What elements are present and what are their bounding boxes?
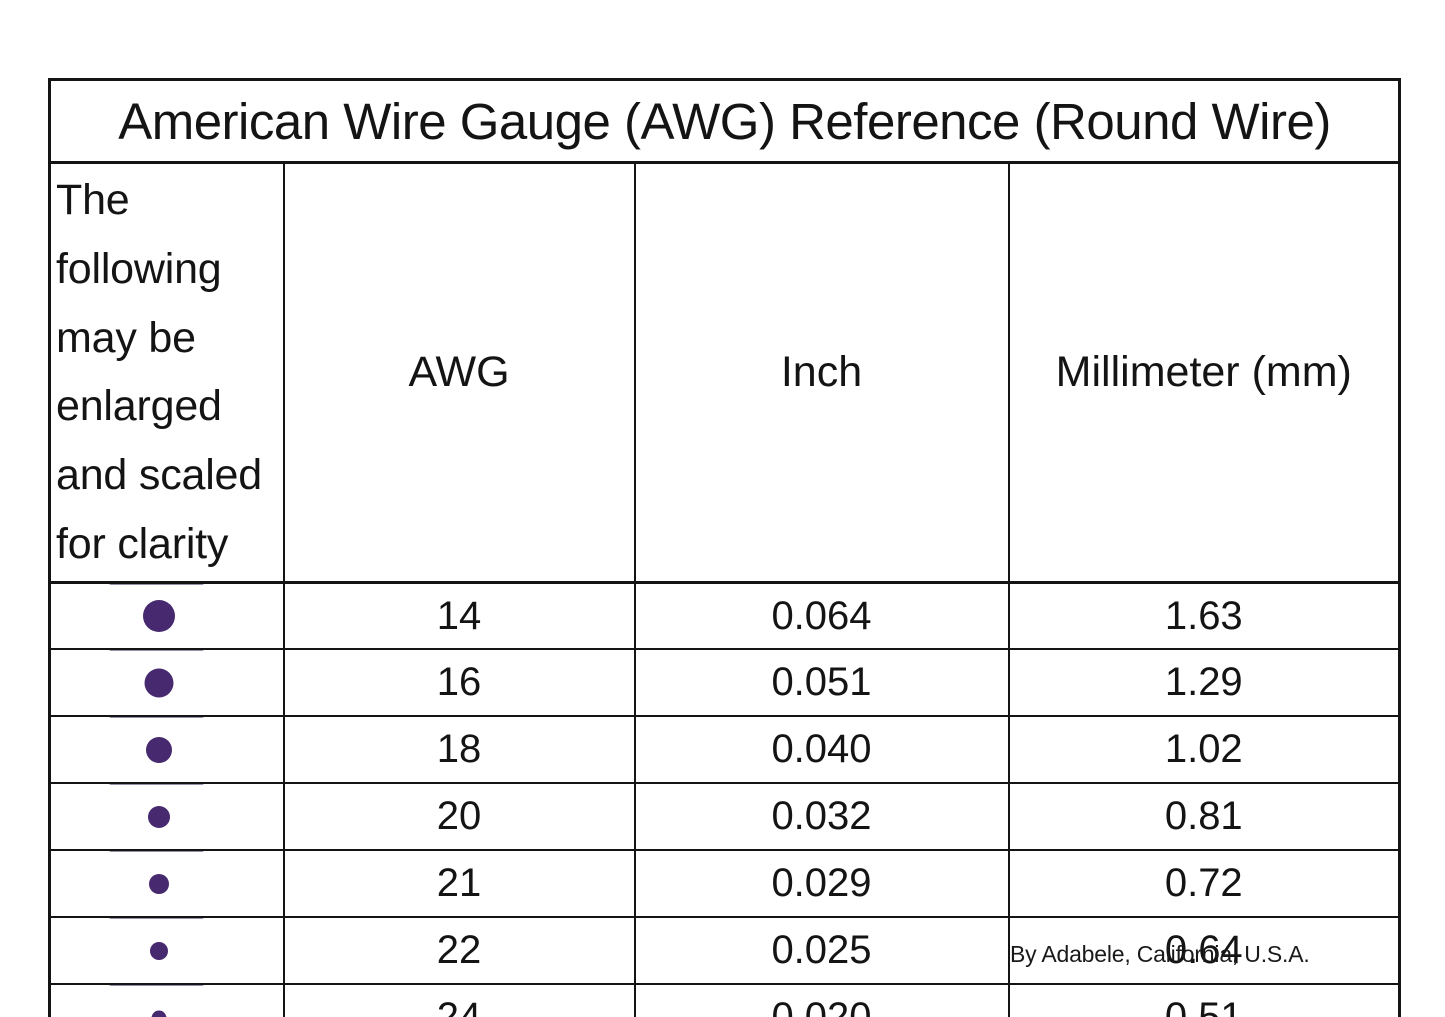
wire-dot-icon	[148, 805, 170, 828]
awg-cell: 18	[282, 715, 636, 785]
mm-cell: 0.51	[1007, 983, 1401, 1017]
title-row: American Wire Gauge (AWG) Reference (Rou…	[48, 78, 1401, 164]
scaling-note: The following may be enlarged and scaled…	[48, 161, 285, 584]
awg-reference-table: American Wire Gauge (AWG) Reference (Rou…	[48, 78, 1402, 1017]
awg-cell: 24	[282, 983, 636, 1017]
awg-cell: 14	[282, 581, 636, 651]
mm-cell: 1.63	[1007, 581, 1401, 651]
inch-cell: 0.020	[633, 983, 1010, 1017]
awg-cell: 22	[282, 916, 636, 986]
column-header-millimeter: Millimeter (mm)	[1007, 161, 1401, 584]
wire-size-cell	[48, 648, 285, 718]
wire-dot-icon	[144, 668, 174, 698]
wire-dot-icon	[146, 736, 172, 763]
column-header-awg: AWG	[282, 161, 636, 584]
wire-size-cell	[48, 916, 285, 986]
mm-cell: 1.29	[1007, 648, 1401, 718]
mm-cell: 0.81	[1007, 782, 1401, 852]
wire-size-cell	[48, 581, 285, 651]
credit-text: By Adabele, California, U.S.A.	[1010, 941, 1310, 967]
inch-cell: 0.040	[633, 715, 1010, 785]
inch-cell: 0.064	[633, 581, 1010, 651]
wire-dot-icon	[151, 1010, 167, 1017]
mm-cell: 0.72	[1007, 849, 1401, 919]
wire-size-cell	[48, 715, 285, 785]
wire-dot-icon	[150, 941, 168, 960]
inch-cell: 0.032	[633, 782, 1010, 852]
table-row: 16 0.051 1.29	[48, 648, 1401, 718]
wire-size-cell	[48, 983, 285, 1017]
awg-reference-sheet: American Wire Gauge (AWG) Reference (Rou…	[48, 78, 1402, 1017]
wire-size-cell	[48, 782, 285, 852]
mm-cell: 0.64	[1007, 916, 1401, 986]
column-header-inch: Inch	[633, 161, 1010, 584]
page-title: American Wire Gauge (AWG) Reference (Rou…	[48, 78, 1401, 164]
wire-dot-icon	[143, 600, 175, 633]
inch-cell: 0.025	[633, 916, 1010, 986]
awg-cell: 20	[282, 782, 636, 852]
table-row: 18 0.040 1.02	[48, 715, 1401, 785]
inch-cell: 0.051	[633, 648, 1010, 718]
column-header-row: The following may be enlarged and scaled…	[48, 161, 1401, 584]
inch-cell: 0.029	[633, 849, 1010, 919]
table-row: 24 0.020 0.51	[48, 983, 1401, 1017]
table-row: 21 0.029 0.72	[48, 849, 1401, 919]
wire-dot-icon	[149, 873, 169, 894]
table-body: American Wire Gauge (AWG) Reference (Rou…	[48, 78, 1401, 1017]
mm-cell: 1.02	[1007, 715, 1401, 785]
wire-size-cell	[48, 849, 285, 919]
awg-cell: 16	[282, 648, 636, 718]
table-row: 14 0.064 1.63	[48, 581, 1401, 651]
table-row: 20 0.032 0.81	[48, 782, 1401, 852]
awg-cell: 21	[282, 849, 636, 919]
table-row: 22 0.025 0.64	[48, 916, 1401, 986]
